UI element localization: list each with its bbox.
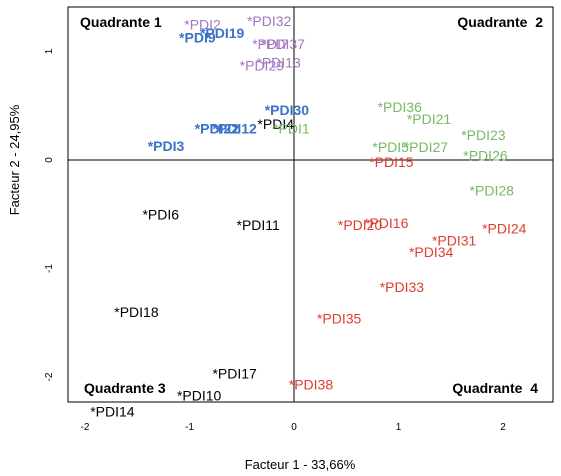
x-tick-label: 1 xyxy=(396,422,402,433)
x-tick-label: 2 xyxy=(500,422,506,433)
point-label: *PDI21 xyxy=(407,111,452,127)
point-label: *PDI12 xyxy=(212,121,257,137)
point-label: *PDI18 xyxy=(114,304,159,320)
x-axis-title: Facteur 1 - 33,66% xyxy=(245,457,356,472)
point-label: *PDI3 xyxy=(148,138,185,154)
x-tick-label: -2 xyxy=(81,422,90,433)
point-label: *PDI9 xyxy=(179,29,216,45)
point-label: *PDI5 xyxy=(372,139,409,155)
y-tick-label: 0 xyxy=(44,157,55,163)
point-label: *PDI4 xyxy=(257,116,294,132)
quadrant-label-2: Quadrante 2 xyxy=(457,14,543,30)
point-label: *PDI16 xyxy=(364,215,409,231)
point-label: *PDI10 xyxy=(177,387,222,403)
point-label: *PDI2 xyxy=(184,16,221,32)
point-label: *PDI34 xyxy=(409,244,454,260)
point-label: *PDI38 xyxy=(289,377,334,393)
y-tick-label: 1 xyxy=(44,48,55,54)
point-label: *PDI28 xyxy=(470,182,515,198)
point-label: *PDI15 xyxy=(369,154,414,170)
y-tick-label: -2 xyxy=(44,372,55,381)
point-label: *PDI1 xyxy=(273,121,310,137)
point-label: *PDI37 xyxy=(261,36,306,52)
point-label: *PDI27 xyxy=(404,139,449,155)
point-labels: *PDI2 *PDI32*PDI19*PDI9 *PDI37*PDI7*PDI13*… xyxy=(90,13,526,420)
x-tick-label: 0 xyxy=(291,422,297,433)
point-label: *PDI24 xyxy=(482,220,527,236)
axis-ticks: -2 -1 0 1 2 1 0 -1 -2 xyxy=(44,48,506,433)
point-label: *PDI14 xyxy=(90,404,135,420)
point-label: *PDI17 xyxy=(212,366,257,382)
point-label: *PDI23 xyxy=(461,127,506,143)
point-label: *PDI26 xyxy=(463,148,508,164)
point-label: *PDI32 xyxy=(247,13,292,29)
quadrant-label-4: Quadrante 4 xyxy=(452,380,538,396)
point-label: *PDI19 xyxy=(200,25,245,41)
point-label: *PDI30 xyxy=(265,102,310,118)
point-label: *PDI35 xyxy=(317,310,362,326)
point-label: *PDI20 xyxy=(338,217,383,233)
quadrant-label-3: Quadrante 3 xyxy=(84,380,166,396)
point-label: *PDI6 xyxy=(142,206,179,222)
plot-frame xyxy=(67,6,554,403)
point-label: *PDI36 xyxy=(378,99,423,115)
point-label: *PDI31 xyxy=(432,232,477,248)
quadrant-label-1: Quadrante 1 xyxy=(80,14,162,30)
point-label: *PDI7 xyxy=(252,36,289,52)
y-axis-title: Facteur 2 - 24,95% xyxy=(7,104,22,215)
y-tick-label: -1 xyxy=(44,264,55,273)
point-label: *PDI22 xyxy=(195,121,240,137)
point-label: *PDI33 xyxy=(380,279,425,295)
point-label: *PDI11 xyxy=(237,217,281,233)
point-label: *PDI13 xyxy=(256,54,301,70)
x-tick-label: -1 xyxy=(185,422,194,433)
point-label: *PDI29 xyxy=(240,58,285,74)
